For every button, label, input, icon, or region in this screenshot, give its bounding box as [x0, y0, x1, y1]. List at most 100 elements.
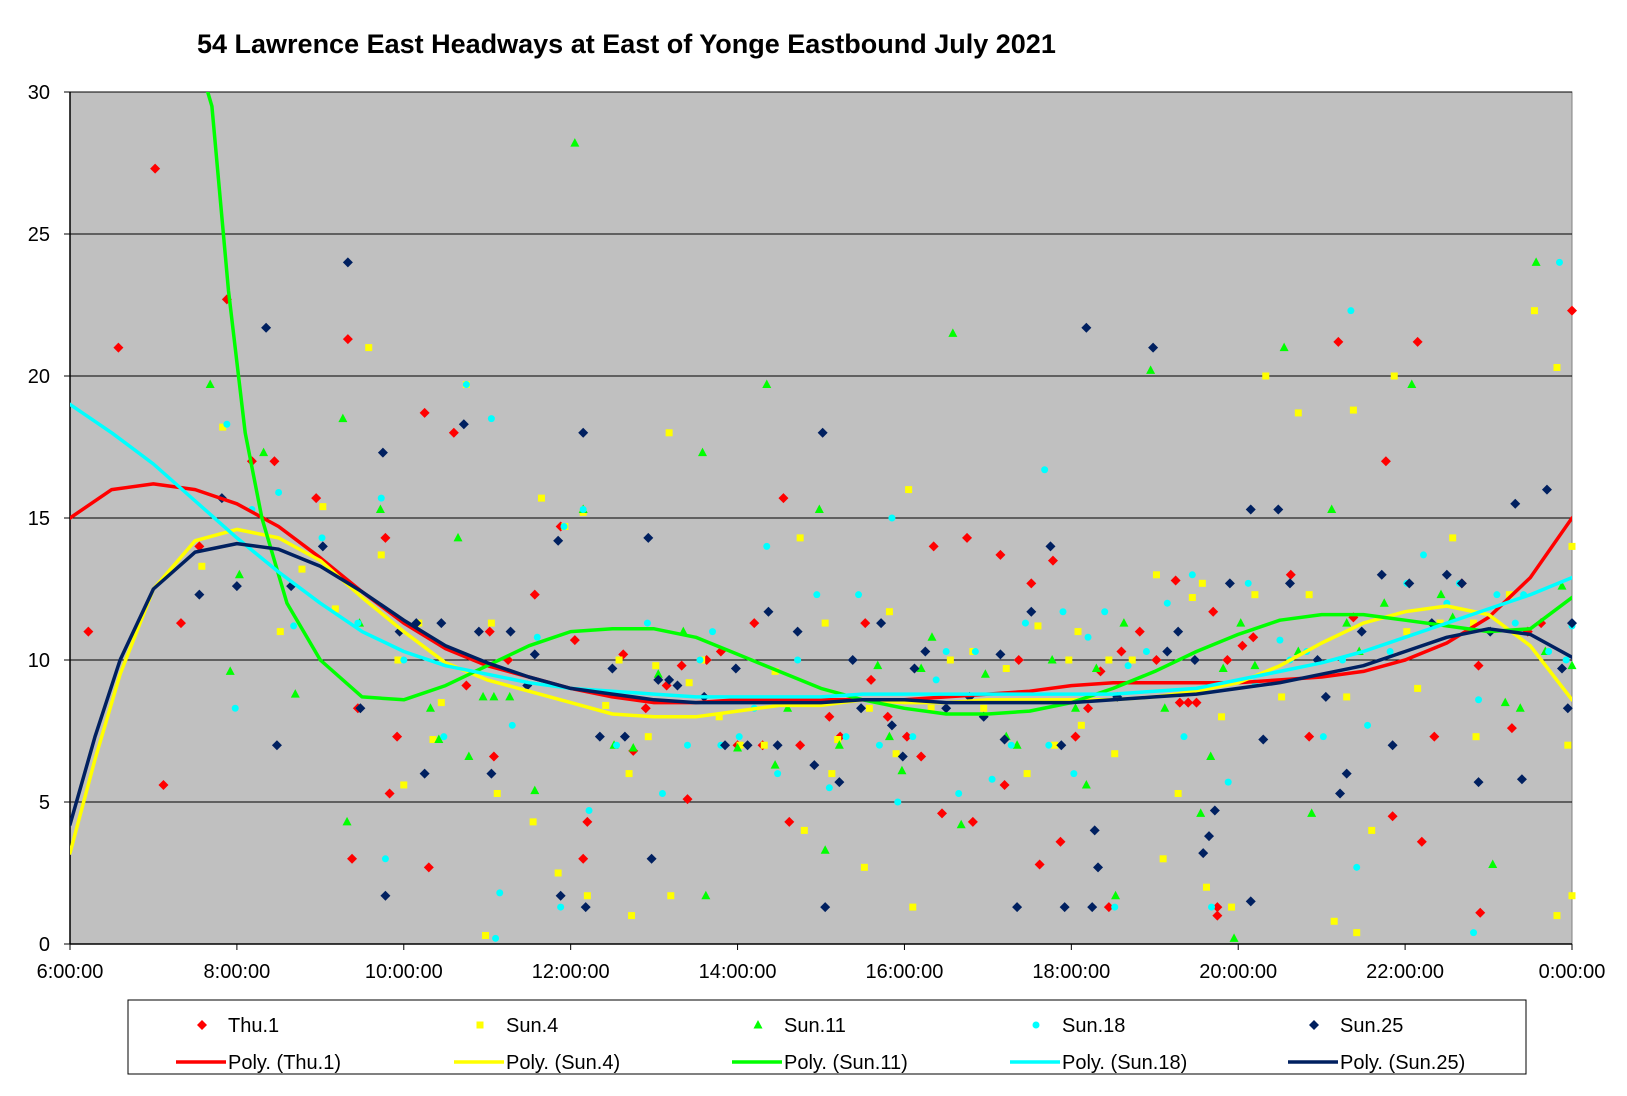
data-point	[988, 775, 996, 783]
data-point	[1251, 591, 1259, 599]
data-point	[231, 704, 239, 712]
data-point	[820, 902, 831, 913]
data-point	[437, 699, 445, 707]
data-point	[1441, 569, 1452, 580]
x-tick-label: 14:00:00	[699, 961, 777, 983]
data-point	[1212, 910, 1223, 921]
data-point	[537, 494, 545, 502]
data-point	[772, 740, 783, 751]
trendline	[70, 402, 1572, 699]
data-point	[962, 532, 973, 543]
data-point	[1475, 696, 1483, 704]
data-point	[440, 733, 448, 741]
data-point	[1224, 578, 1235, 589]
data-point	[1488, 859, 1498, 868]
data-point	[774, 770, 782, 778]
series-sun-25	[194, 257, 1577, 913]
data-point	[672, 680, 683, 691]
data-point	[231, 581, 242, 592]
data-point	[1170, 575, 1181, 586]
data-point	[434, 734, 444, 744]
data-point	[342, 334, 353, 345]
data-point	[1174, 789, 1182, 797]
y-tick-label: 5	[39, 792, 50, 814]
data-point	[817, 427, 828, 438]
data-point	[646, 853, 657, 864]
data-point	[1387, 740, 1398, 751]
data-point	[400, 781, 408, 789]
data-point	[1013, 655, 1024, 665]
data-point	[941, 703, 952, 714]
data-point	[1084, 633, 1092, 641]
data-point	[1472, 733, 1480, 741]
legend-marker	[753, 1020, 763, 1029]
data-point	[1307, 808, 1317, 817]
data-point	[487, 415, 495, 423]
data-point	[1555, 258, 1563, 266]
data-point	[821, 619, 829, 627]
data-point	[271, 740, 282, 751]
data-point	[682, 794, 693, 805]
data-point	[834, 736, 842, 744]
legend-label: Thu.1	[228, 1015, 279, 1037]
data-point	[1436, 619, 1444, 627]
data-point	[897, 765, 907, 775]
data-point	[198, 562, 206, 570]
data-point	[290, 622, 298, 630]
data-point	[1091, 663, 1101, 673]
legend-marker	[1309, 1020, 1319, 1030]
data-point	[814, 504, 824, 513]
data-point	[1567, 305, 1577, 316]
data-point	[448, 427, 459, 438]
data-point	[1034, 859, 1045, 870]
data-point	[824, 711, 835, 722]
data-point	[967, 816, 978, 827]
data-point	[1330, 917, 1338, 925]
data-point	[83, 626, 94, 637]
legend: Thu.1 Sun.4 Sun.11 Sun.18 Sun.25 Poly. (Thu.1…	[127, 999, 1527, 1075]
data-point	[488, 751, 499, 762]
data-point	[555, 890, 566, 901]
data-point	[640, 703, 651, 714]
data-point	[995, 549, 1006, 560]
data-point	[1111, 890, 1121, 900]
data-point	[1567, 618, 1577, 629]
data-point	[1116, 646, 1127, 657]
data-point	[834, 777, 845, 788]
data-point	[1276, 636, 1284, 644]
x-tick-label: 0:00:00	[1539, 961, 1606, 983]
data-point	[701, 890, 711, 900]
data-point	[1047, 655, 1057, 664]
data-point	[419, 768, 430, 779]
data-point	[496, 889, 504, 897]
data-point	[1368, 826, 1376, 834]
data-point	[1475, 907, 1486, 918]
data-point	[569, 635, 580, 646]
legend-label: Poly. (Sun.25)	[1340, 1052, 1465, 1074]
data-point	[946, 656, 954, 664]
data-point	[1146, 365, 1156, 374]
y-tick-label: 25	[28, 224, 50, 246]
x-tick-label: 18:00:00	[1032, 961, 1110, 983]
data-point	[736, 741, 744, 749]
data-point	[866, 674, 877, 685]
data-point	[400, 656, 408, 664]
data-point	[1183, 697, 1194, 708]
data-point	[1545, 647, 1553, 655]
data-point	[615, 656, 623, 664]
data-point	[942, 647, 950, 655]
data-point	[1065, 656, 1073, 664]
legend-marker	[197, 1020, 207, 1030]
data-point	[553, 535, 564, 546]
data-point	[1364, 721, 1372, 729]
data-point	[1319, 733, 1327, 741]
data-point	[175, 618, 186, 629]
data-point	[1516, 774, 1527, 785]
data-point	[570, 138, 580, 147]
data-point	[425, 703, 435, 712]
data-point	[876, 618, 887, 629]
data-point	[1245, 504, 1256, 515]
legend-box	[127, 999, 1527, 1075]
data-point	[897, 751, 908, 762]
data-point	[1273, 504, 1284, 515]
